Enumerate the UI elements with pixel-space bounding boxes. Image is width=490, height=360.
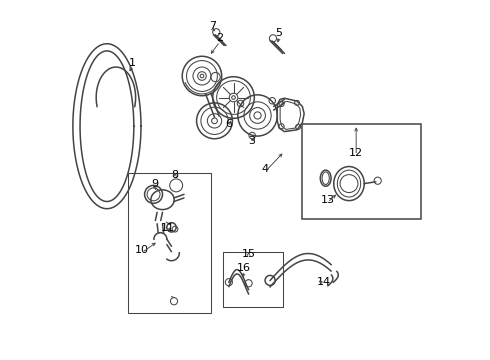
Bar: [223, 252, 283, 307]
Text: 10: 10: [135, 245, 149, 255]
Text: 4: 4: [261, 164, 269, 174]
Text: 9: 9: [151, 179, 158, 189]
Text: 14: 14: [317, 277, 331, 287]
Bar: [128, 173, 211, 313]
Text: 2: 2: [216, 33, 223, 43]
Text: 3: 3: [248, 136, 256, 145]
Bar: [302, 125, 421, 220]
Text: 16: 16: [237, 263, 251, 273]
Text: 1: 1: [128, 58, 136, 68]
Text: 8: 8: [172, 170, 179, 180]
Text: 15: 15: [242, 248, 256, 258]
Text: 13: 13: [320, 195, 335, 205]
Text: 12: 12: [349, 148, 363, 158]
Text: 7: 7: [209, 21, 216, 31]
Text: 6: 6: [225, 120, 232, 129]
Text: 11: 11: [161, 224, 175, 233]
Text: 5: 5: [275, 28, 283, 38]
